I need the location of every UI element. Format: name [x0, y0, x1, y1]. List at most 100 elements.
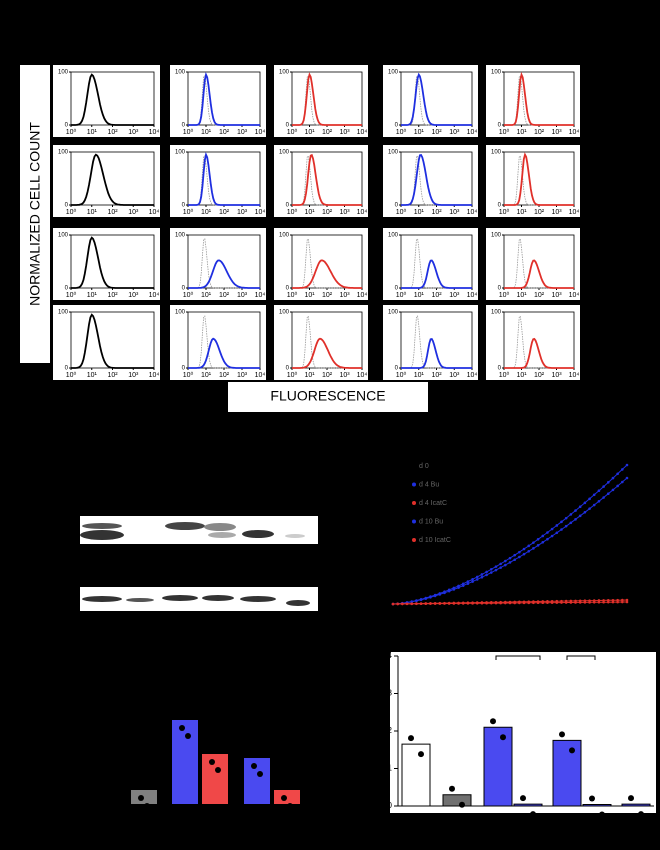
x-tick-label: 10²	[107, 209, 118, 216]
histogram-curve	[71, 153, 154, 206]
x-tick-label: 10⁴	[255, 129, 266, 136]
y-tick-label: 100	[388, 233, 399, 239]
legend-label: d 4 Bu	[419, 481, 439, 488]
x-tick-label: 10¹	[201, 292, 212, 299]
x-tick-label: 10⁴	[569, 209, 580, 216]
panel-bg	[53, 228, 160, 300]
x-tick-label: 10³	[449, 372, 460, 379]
x-tick-label: 10⁰	[183, 208, 194, 216]
data-dot	[589, 795, 595, 802]
y-tick-label: 4	[388, 651, 393, 660]
x-tick-label: 10³	[339, 292, 350, 299]
x-tick-label: 10³	[551, 292, 562, 299]
x-tick-label: 10²	[431, 129, 442, 136]
histogram-panel: 0 100 10⁰ 10¹ 10² 10³ 10⁴	[383, 305, 478, 380]
histogram-panel: 0 100 10⁰ 10¹ 10² 10³ 10⁴	[53, 305, 160, 380]
y-tick-label: 2	[388, 726, 393, 735]
histogram-curve	[292, 259, 362, 289]
x-tick-label: 10³	[237, 292, 248, 299]
x-tick-label: 10¹	[516, 372, 527, 379]
y-tick-label: 100	[175, 150, 186, 156]
x-tick-label: 10³	[551, 209, 562, 216]
x-tick-label: 10²	[322, 372, 333, 379]
x-tick-label: 10⁰	[396, 371, 407, 379]
x-tick-label: 10³	[128, 372, 139, 379]
x-tick-label: 10¹	[304, 292, 315, 299]
x-tick-label: 10⁴	[569, 129, 580, 136]
histogram-curve	[71, 313, 154, 369]
y-tick-label: 100	[279, 310, 290, 316]
histogram-curve	[504, 152, 574, 206]
histogram-curve	[401, 259, 472, 289]
histogram-curve	[292, 72, 362, 126]
y-label: NORMALIZED CELL COUNT	[27, 122, 43, 306]
x-tick-label: 10³	[449, 292, 460, 299]
histogram-curve	[292, 153, 362, 206]
legend-label: d 10 Bu	[419, 518, 443, 525]
y-tick-label: 0	[182, 203, 186, 209]
histogram-panel: 0 100 10⁰ 10¹ 10² 10³ 10⁴	[170, 65, 266, 137]
x-tick-label: 10⁴	[255, 372, 266, 379]
y-tick-label: 100	[279, 70, 290, 76]
x-tick-label: 10¹	[414, 129, 425, 136]
data-dot	[530, 811, 536, 818]
histogram-curve	[292, 337, 362, 369]
x-tick-label: 10²	[107, 372, 118, 379]
data-dot	[251, 763, 257, 769]
histogram-panel: 0 100 10⁰ 10¹ 10² 10³ 10⁴	[383, 228, 478, 300]
x-tick-label: 10⁰	[183, 371, 194, 379]
histogram-curve	[71, 236, 154, 289]
x-tick-label: 10³	[237, 372, 248, 379]
x-tick-label: 10⁰	[183, 291, 194, 299]
y-tick-label: 0	[388, 801, 393, 810]
y-tick-label: 100	[388, 150, 399, 156]
x-tick-label: 10¹	[87, 372, 98, 379]
x-tick-label: 10¹	[414, 292, 425, 299]
x-tick-label: 10⁰	[183, 128, 194, 136]
x-tick-label: 10¹	[516, 292, 527, 299]
histogram-curve	[504, 315, 574, 369]
y-tick-label: 0	[65, 203, 69, 209]
y-tick-label: 100	[279, 150, 290, 156]
x-tick-label: 10²	[219, 129, 230, 136]
data-dot	[215, 767, 221, 773]
y-tick-label: 100	[491, 150, 502, 156]
legend-marker	[412, 464, 416, 468]
x-tick-label: 10⁰	[66, 208, 77, 216]
x-tick-label: 10⁰	[287, 371, 298, 379]
bar	[244, 758, 270, 804]
x-tick-label: 10³	[449, 209, 460, 216]
x-tick-label: 10²	[534, 292, 545, 299]
growth-line	[392, 477, 628, 605]
x-tick-label: 10⁰	[396, 128, 407, 136]
y-tick-label: 0	[286, 203, 290, 209]
bar	[552, 739, 582, 807]
legend-marker	[412, 482, 416, 487]
histogram-curve	[504, 259, 574, 289]
y-tick-label: 0	[395, 366, 399, 372]
x-tick-label: 10²	[431, 209, 442, 216]
x-tick-label: 10⁴	[255, 209, 266, 216]
x-tick-label: 10¹	[516, 129, 527, 136]
histogram-panel: 0 100 10⁰ 10¹ 10² 10³ 10⁴	[53, 228, 160, 300]
x-tick-label: 10³	[237, 209, 248, 216]
x-tick-label: 10⁰	[396, 208, 407, 216]
legend-marker	[412, 501, 416, 505]
x-tick-label: 10²	[322, 292, 333, 299]
y-tick-label: 0	[286, 366, 290, 372]
y-tick-label: 0	[286, 286, 290, 292]
y-tick-label: 100	[58, 70, 69, 76]
y-tick-label: 0	[182, 286, 186, 292]
bar	[274, 790, 300, 804]
x-tick-label: 10⁴	[149, 372, 160, 379]
histogram-panel: 0 100 10⁰ 10¹ 10² 10³ 10⁴	[170, 228, 266, 300]
y-tick-label: 1	[388, 764, 393, 773]
legend-label: d 4 IcatC	[419, 500, 447, 507]
histogram-panel: 0 100 10⁰ 10¹ 10² 10³ 10⁴	[486, 145, 580, 217]
x-tick-label: 10¹	[201, 372, 212, 379]
histogram-curve	[401, 72, 472, 126]
histogram-panel: 0 100 10⁰ 10¹ 10² 10³ 10⁴	[274, 65, 368, 137]
x-tick-label: 10²	[534, 209, 545, 216]
bar	[582, 804, 612, 807]
data-dot	[490, 718, 496, 725]
